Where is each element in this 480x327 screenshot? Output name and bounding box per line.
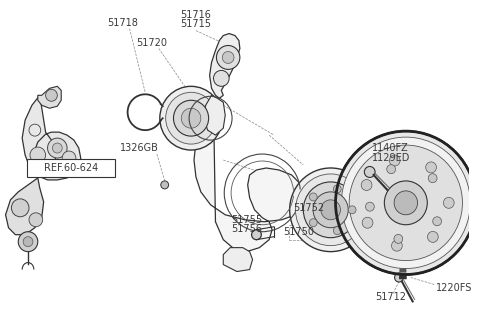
Circle shape <box>30 147 46 163</box>
Text: 51715: 51715 <box>180 19 211 28</box>
Text: 1220FS: 1220FS <box>436 284 472 293</box>
Polygon shape <box>22 95 81 180</box>
Circle shape <box>394 191 418 215</box>
Circle shape <box>321 200 340 220</box>
Circle shape <box>384 181 427 225</box>
Circle shape <box>289 168 372 251</box>
Circle shape <box>349 145 462 261</box>
Circle shape <box>29 213 43 227</box>
Circle shape <box>444 198 454 208</box>
Circle shape <box>341 137 470 268</box>
Circle shape <box>216 45 240 69</box>
Text: 51720: 51720 <box>136 38 168 47</box>
Text: 51755: 51755 <box>231 215 262 225</box>
Circle shape <box>12 199 29 217</box>
Polygon shape <box>210 34 240 98</box>
Circle shape <box>334 227 341 234</box>
FancyBboxPatch shape <box>27 159 115 177</box>
Text: 51752: 51752 <box>294 203 324 213</box>
Text: 51756: 51756 <box>231 224 262 234</box>
Circle shape <box>389 155 400 166</box>
Circle shape <box>395 273 403 282</box>
Circle shape <box>46 89 57 101</box>
Text: 1326GB: 1326GB <box>120 143 159 153</box>
Polygon shape <box>38 86 61 108</box>
Circle shape <box>173 100 209 136</box>
Circle shape <box>52 143 62 153</box>
Circle shape <box>18 232 38 251</box>
Circle shape <box>310 219 317 227</box>
Circle shape <box>348 206 356 214</box>
Polygon shape <box>204 95 225 135</box>
Text: 51718: 51718 <box>108 18 138 27</box>
Circle shape <box>428 232 438 242</box>
Polygon shape <box>223 248 252 271</box>
Circle shape <box>365 202 374 211</box>
Text: 1129ED: 1129ED <box>372 153 410 163</box>
Circle shape <box>313 192 348 228</box>
Text: 1140FZ: 1140FZ <box>372 143 408 153</box>
Circle shape <box>48 138 67 158</box>
Polygon shape <box>194 105 305 251</box>
Circle shape <box>387 165 396 174</box>
Circle shape <box>160 86 222 150</box>
Circle shape <box>428 174 437 183</box>
Circle shape <box>214 70 229 86</box>
Circle shape <box>181 108 201 128</box>
Circle shape <box>364 166 375 178</box>
Circle shape <box>161 181 168 189</box>
Circle shape <box>166 92 216 144</box>
Text: REF.60-624: REF.60-624 <box>44 163 98 173</box>
Circle shape <box>334 185 341 193</box>
Circle shape <box>303 182 358 238</box>
Circle shape <box>62 151 76 165</box>
Circle shape <box>392 240 402 251</box>
Text: 51716: 51716 <box>180 9 211 20</box>
Circle shape <box>361 180 372 191</box>
Circle shape <box>362 217 373 228</box>
Circle shape <box>252 230 261 240</box>
Circle shape <box>394 234 403 243</box>
Circle shape <box>336 131 476 275</box>
Circle shape <box>23 237 33 247</box>
Text: 51750: 51750 <box>283 227 314 237</box>
Circle shape <box>432 217 442 226</box>
Text: 51712: 51712 <box>376 292 407 302</box>
Polygon shape <box>6 178 44 235</box>
Circle shape <box>222 51 234 63</box>
Circle shape <box>310 193 317 201</box>
Circle shape <box>296 174 366 246</box>
Circle shape <box>426 162 436 173</box>
